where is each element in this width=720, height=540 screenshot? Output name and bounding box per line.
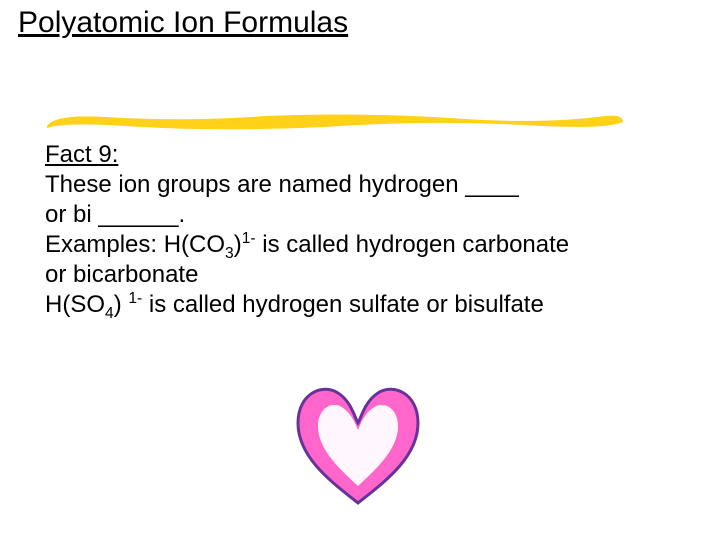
body-line-3: or bi ______. (45, 200, 675, 230)
l6-sub1: 4 (105, 305, 114, 322)
l4-post: is called hydrogen carbonate (256, 231, 570, 258)
fact-label: Fact 9: (45, 140, 675, 170)
l4-sup1: 1- (242, 230, 256, 247)
body-line-4: Examples: H(CO3)1- is called hydrogen ca… (45, 230, 675, 260)
l6-sup1: 1- (128, 290, 142, 307)
body-line-5: or bicarbonate (45, 260, 675, 290)
l4-mid1: ) (234, 231, 242, 258)
page-title: Polyatomic Ion Formulas (18, 6, 348, 40)
body-line-6: H(SO4) 1- is called hydrogen sulfate or … (45, 290, 675, 320)
l6-pre: H(SO (45, 291, 105, 318)
body-line-2: These ion groups are named hydrogen ____ (45, 170, 675, 200)
highlight-stroke (45, 110, 625, 132)
l6-mid1: ) (114, 291, 129, 318)
highlight-path (47, 115, 623, 130)
body-text: Fact 9: These ion groups are named hydro… (45, 140, 675, 320)
l4-pre: Examples: H(CO (45, 231, 225, 258)
fact-line: Fact 9: (45, 141, 118, 168)
l6-post: is called hydrogen sulfate or bisulfate (142, 291, 544, 318)
heart-icon (283, 368, 433, 518)
l4-sub1: 3 (225, 245, 234, 262)
slide-container: Polyatomic Ion Formulas Fact 9: These io… (0, 0, 720, 540)
